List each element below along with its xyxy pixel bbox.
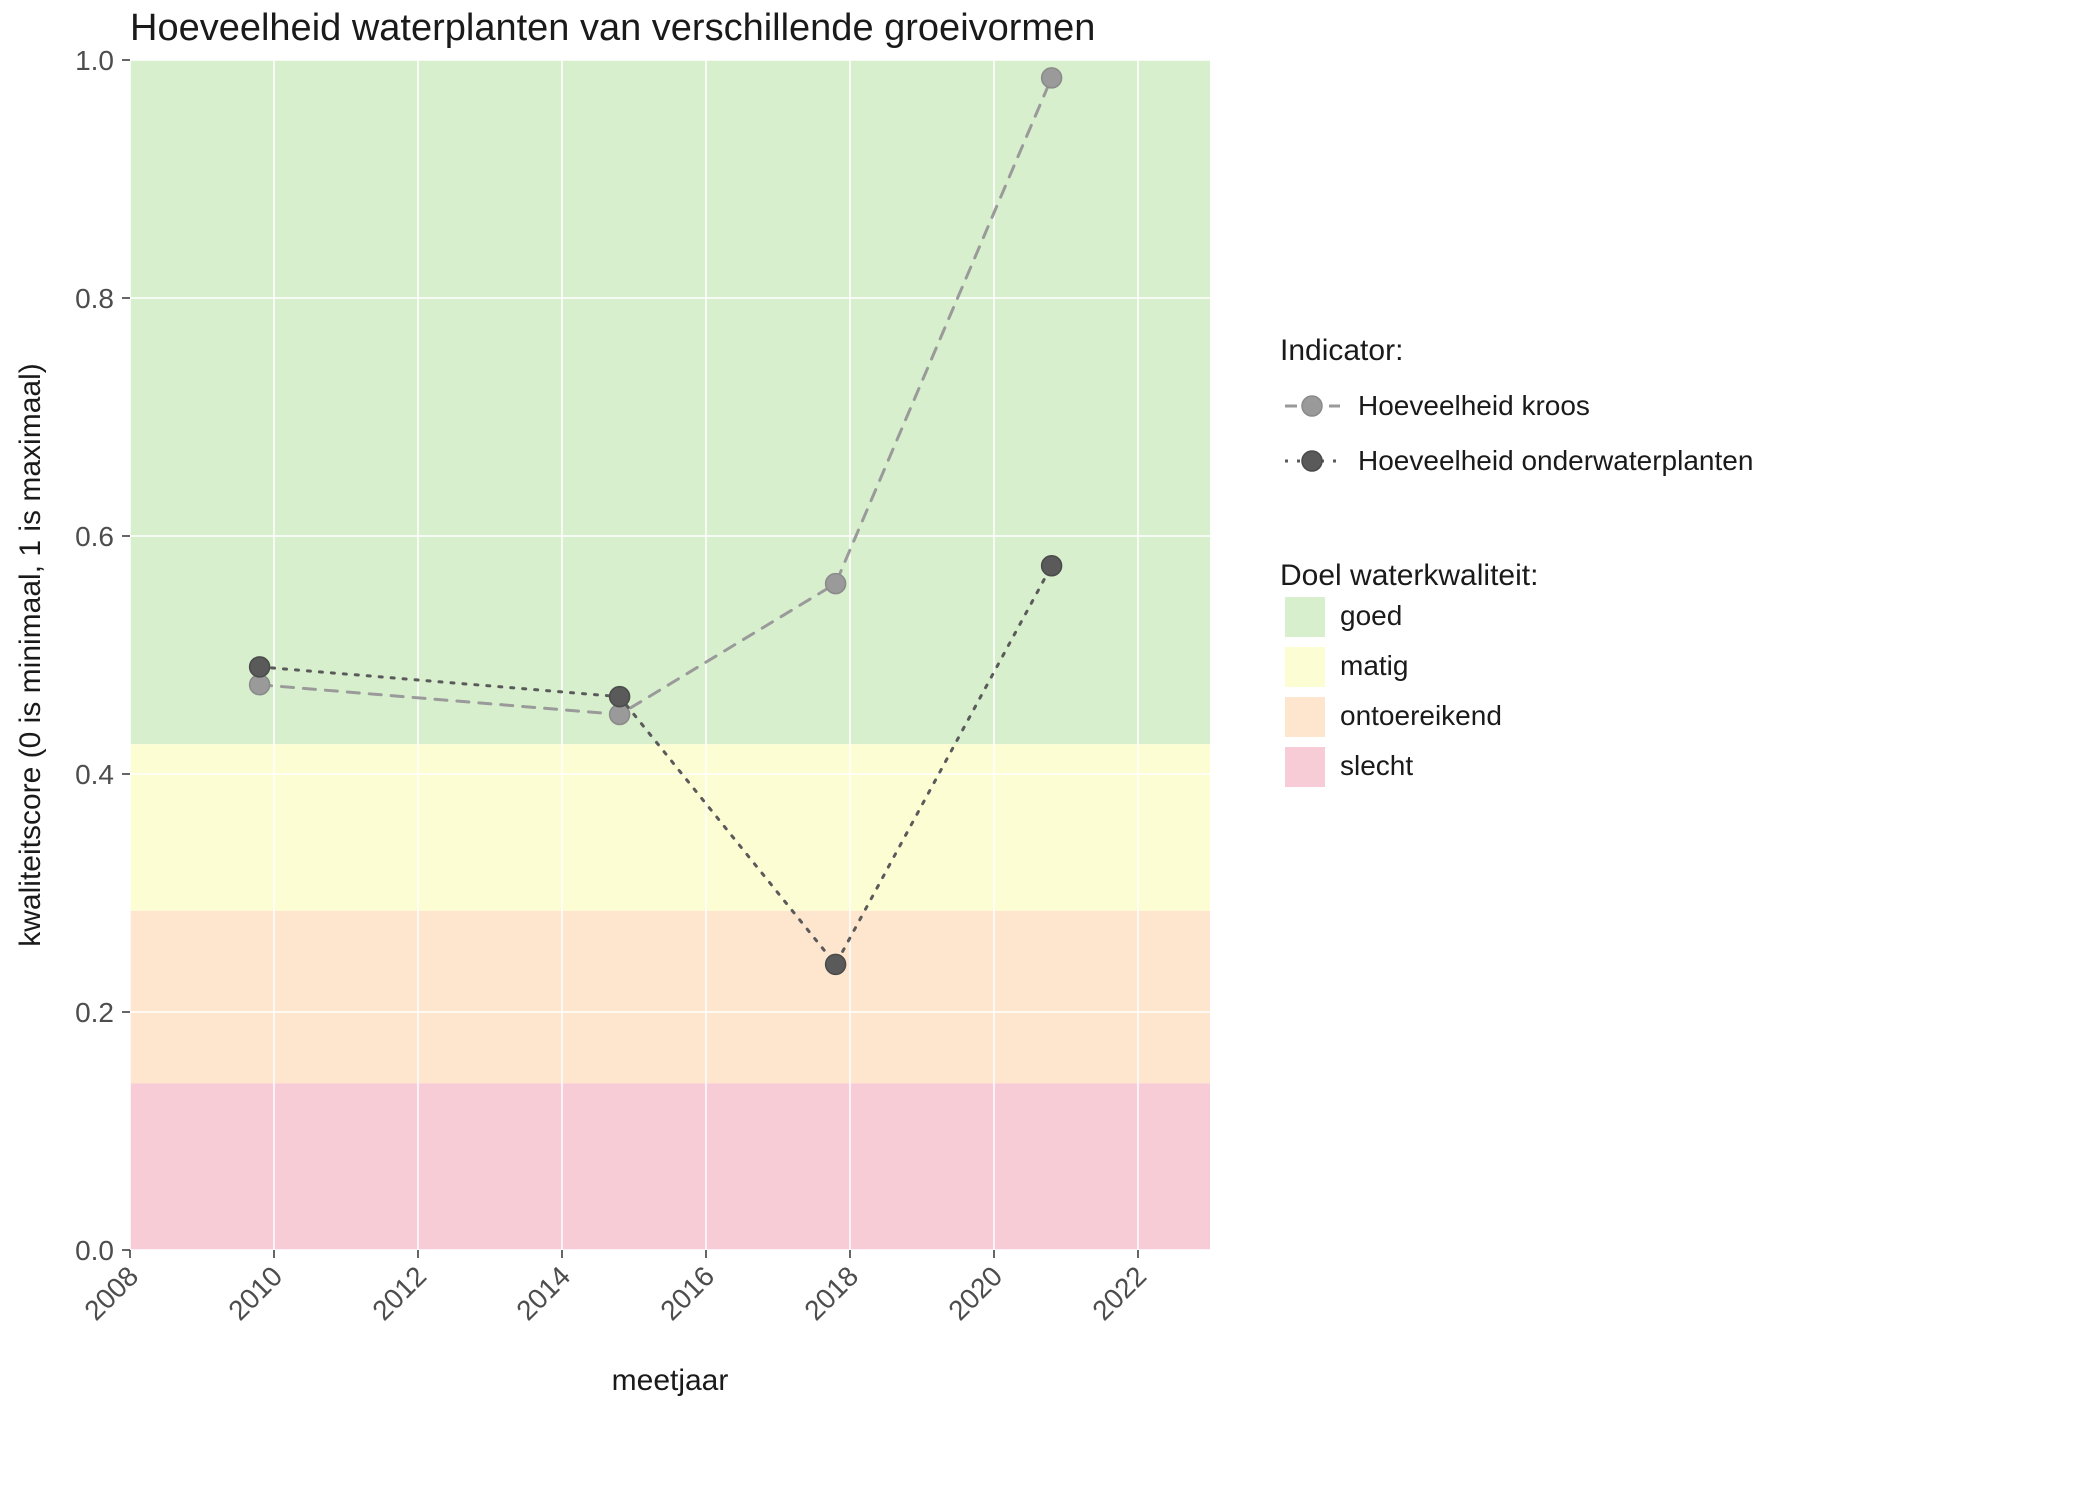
legend-quality-label: matig: [1340, 650, 1408, 681]
legend-swatch-icon: [1285, 697, 1325, 737]
series-marker-0-0: [250, 675, 270, 695]
series-marker-0-2: [826, 574, 846, 594]
series-marker-0-3: [1042, 68, 1062, 88]
legend-quality-title: Doel waterkwaliteit:: [1280, 559, 1538, 592]
xtick-label: 2022: [1086, 1260, 1152, 1326]
plot-panel: [130, 60, 1210, 1250]
legend-indicator-title: Indicator:: [1280, 334, 1403, 367]
series-marker-1-3: [1042, 556, 1062, 576]
ytick-label: 1.0: [75, 45, 114, 76]
series-marker-1-0: [250, 657, 270, 677]
quality-band-matig: [130, 744, 1210, 911]
ytick-label: 0.2: [75, 997, 114, 1028]
legend-quality-label: goed: [1340, 600, 1402, 631]
series-marker-1-2: [826, 954, 846, 974]
ytick-label: 0.8: [75, 283, 114, 314]
chart-title: Hoeveelheid waterplanten van verschillen…: [130, 7, 1095, 49]
ytick-label: 0.4: [75, 759, 114, 790]
x-axis-label: meetjaar: [612, 1364, 729, 1397]
chart-svg: Hoeveelheid waterplanten van verschillen…: [0, 0, 2100, 1500]
legend-swatch-icon: [1285, 647, 1325, 687]
legend-indicator-label: Hoeveelheid kroos: [1358, 390, 1590, 421]
y-axis-label: kwaliteitscore (0 is minimaal, 1 is maxi…: [14, 363, 47, 946]
ytick-label: 0.6: [75, 521, 114, 552]
legend-quality-label: slecht: [1340, 750, 1413, 781]
legend-swatch-icon: [1285, 747, 1325, 787]
quality-band-slecht: [130, 1083, 1210, 1250]
ytick-label: 0.0: [75, 1235, 114, 1266]
xtick-label: 2018: [798, 1260, 864, 1326]
xtick-label: 2014: [510, 1260, 576, 1326]
legend-quality-label: ontoereikend: [1340, 700, 1502, 731]
legend-indicator-label: Hoeveelheid onderwaterplanten: [1358, 445, 1753, 476]
xtick-label: 2008: [78, 1260, 144, 1326]
quality-band-goed: [130, 60, 1210, 744]
legend-marker-icon: [1302, 396, 1322, 416]
legend-swatch-icon: [1285, 597, 1325, 637]
xtick-label: 2016: [654, 1260, 720, 1326]
xtick-label: 2020: [942, 1260, 1008, 1326]
series-marker-1-1: [610, 687, 630, 707]
xtick-label: 2010: [222, 1260, 288, 1326]
legend-marker-icon: [1302, 451, 1322, 471]
xtick-label: 2012: [366, 1260, 432, 1326]
quality-band-ontoereikend: [130, 911, 1210, 1084]
chart-container: Hoeveelheid waterplanten van verschillen…: [0, 0, 2100, 1500]
